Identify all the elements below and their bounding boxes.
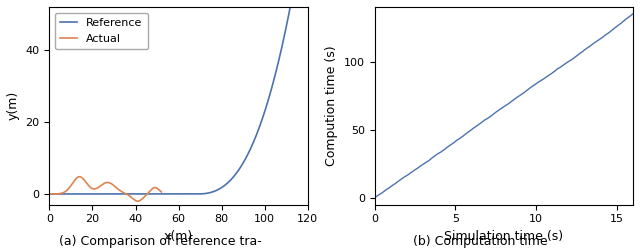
Actual [74,176,82,178]
Actual [112,186,120,188]
Text: (b) Computation time: (b) Computation time [413,234,547,248]
Reference [249,142,257,145]
X-axis label: Simulation time (s): Simulation time (s) [444,230,563,243]
Y-axis label: y(m): y(m) [7,91,20,120]
Actual [134,200,141,203]
Actual [97,184,104,188]
Text: (a) Comparison of reference tra-: (a) Comparison of reference tra- [59,234,261,248]
Actual [45,192,53,196]
Actual [76,175,83,178]
Legend: Reference, Actual: Reference, Actual [55,12,148,49]
Actual [120,192,128,194]
X-axis label: x(m): x(m) [164,230,193,243]
Actual [130,198,138,201]
Line: Actual: Actual [49,177,161,201]
Y-axis label: Compution time (s): Compution time (s) [325,46,339,166]
Actual [65,186,73,190]
Actual [157,190,165,194]
Reference [164,192,172,196]
Reference [59,192,67,196]
Line: Reference: Reference [49,0,308,194]
Reference [45,192,53,196]
Reference [171,192,179,196]
